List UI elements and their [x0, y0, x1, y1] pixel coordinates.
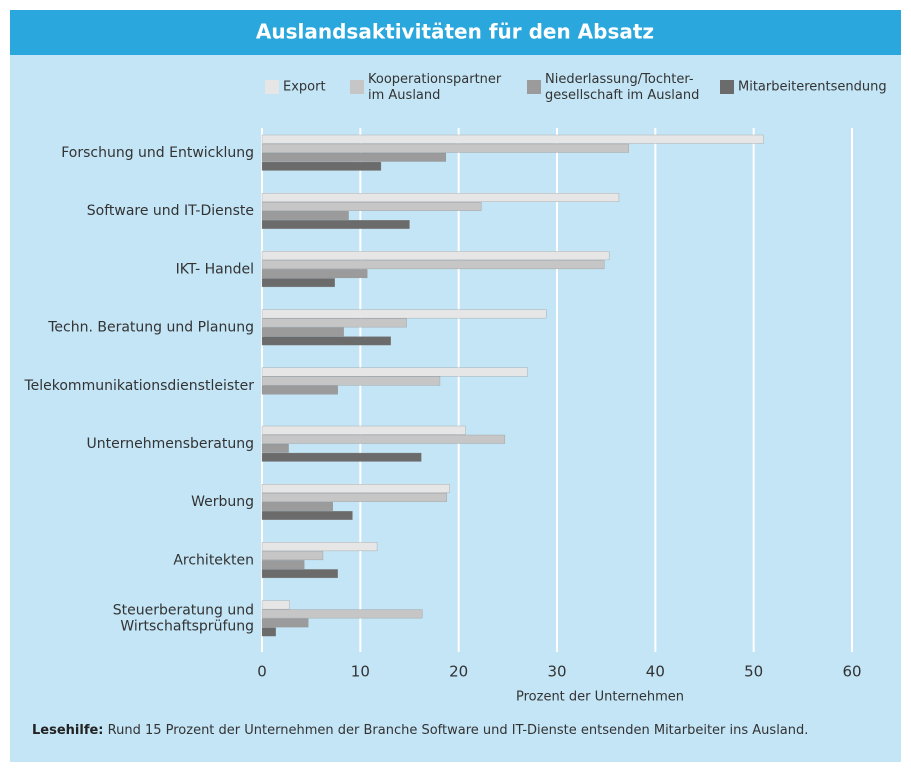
bar	[261, 260, 605, 270]
x-tick-label: 60	[842, 663, 861, 681]
y-tick-label: Telekommunikationsdienstleister	[23, 378, 254, 394]
y-tick-label: Unternehmensberatung	[87, 436, 254, 452]
bar	[261, 551, 324, 561]
bar	[261, 269, 368, 279]
x-tick-label: 50	[744, 663, 763, 681]
x-tick-label: 30	[547, 663, 566, 681]
legend-label: Export	[283, 80, 326, 95]
annotation: Lesehilfe: Rund 15 Prozent der Unternehm…	[32, 723, 872, 739]
bar	[261, 443, 289, 453]
y-tick-label: Techn. Beratung und Planung	[47, 320, 254, 336]
bar	[261, 336, 391, 346]
legend-label: Kooperationspartner im Ausland	[368, 72, 502, 103]
bar	[261, 560, 305, 570]
annotation-label: Lesehilfe:	[32, 723, 104, 738]
bar	[261, 627, 276, 637]
bar	[261, 309, 547, 319]
bar	[261, 134, 764, 144]
x-tick-label: 0	[257, 663, 267, 681]
bar	[261, 502, 333, 511]
y-tick-label: Werbung	[191, 494, 254, 510]
bar	[261, 152, 447, 162]
annotation-text: Rund 15 Prozent der Unternehmen der Bran…	[107, 723, 809, 738]
legend-label: Mitarbeiterentsendung	[738, 80, 887, 95]
bar	[261, 376, 441, 386]
x-axis-label: Prozent der Unternehmen	[516, 690, 684, 705]
bar	[261, 327, 344, 337]
bar	[261, 143, 629, 153]
title-bar	[10, 10, 901, 55]
bar	[261, 452, 422, 462]
bar	[261, 318, 407, 328]
bar	[261, 425, 466, 435]
y-tick-label: Forschung und Entwicklung	[61, 145, 254, 161]
bar	[261, 600, 290, 610]
bar	[261, 618, 309, 628]
bar	[261, 202, 482, 211]
legend-swatch	[350, 80, 364, 94]
bar	[261, 484, 450, 493]
bar	[261, 542, 378, 552]
bar	[261, 385, 338, 395]
bar	[261, 251, 610, 261]
bar	[261, 569, 338, 579]
legend-swatch	[265, 80, 279, 94]
legend-swatch	[720, 80, 734, 94]
x-tick-label: 20	[449, 663, 468, 681]
y-tick-label: IKT- Handel	[176, 261, 254, 277]
bar	[261, 493, 448, 502]
y-tick-label: Steuerberatung und Wirtschaftsprüfung	[113, 603, 254, 635]
bar	[261, 193, 620, 202]
bar	[261, 161, 382, 171]
bar	[261, 278, 335, 288]
chart-title: Auslandsaktivitäten für den Absatz	[256, 20, 654, 44]
x-tick-label: 10	[351, 663, 370, 681]
legend-label: Niederlassung/Tochter-gesellschaft im Au…	[545, 72, 699, 103]
bar	[261, 434, 506, 444]
bar	[261, 211, 349, 220]
bar	[261, 609, 423, 619]
y-tick-label: Software und IT-Dienste	[87, 203, 254, 219]
x-tick-label: 40	[646, 663, 665, 681]
y-tick-label: Architekten	[173, 552, 254, 568]
legend-swatch	[527, 80, 541, 94]
bar	[261, 511, 353, 520]
bar	[261, 220, 410, 229]
bar	[261, 367, 528, 377]
